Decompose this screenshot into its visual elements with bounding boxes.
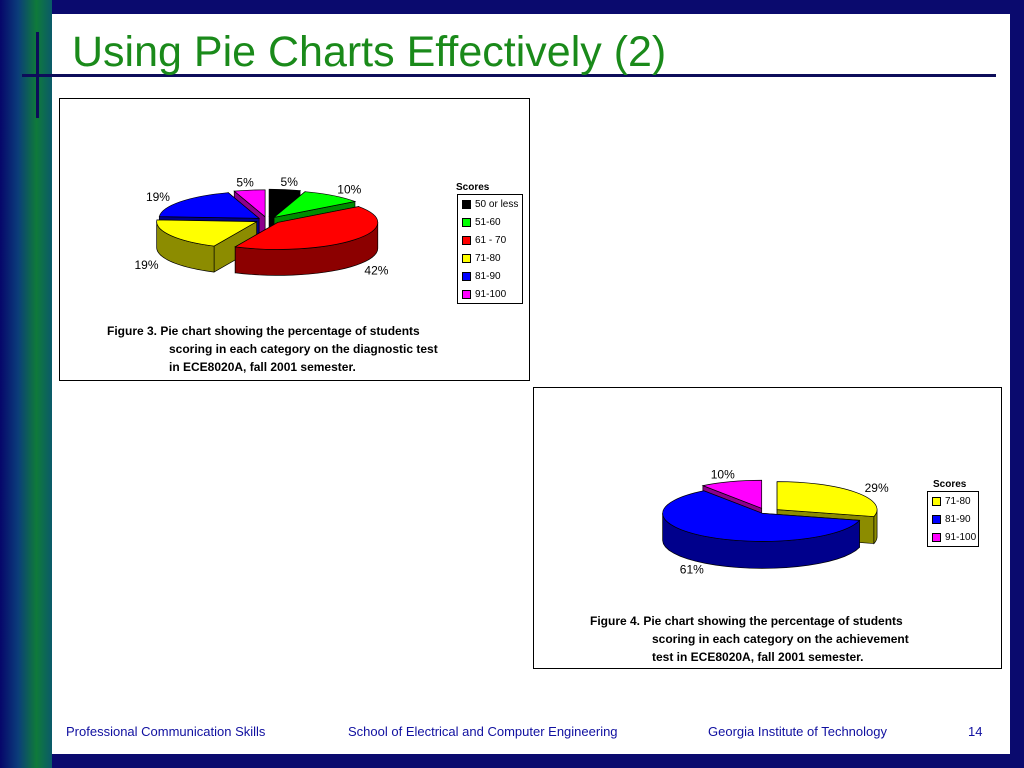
legend-swatch [462, 217, 471, 227]
figure-4-caption: Figure 4. Pie chart showing the percenta… [590, 612, 909, 666]
pie-data-label: 5% [281, 175, 299, 189]
pie-slice-4 [158, 192, 261, 219]
legend-item: 51-60 [458, 213, 522, 231]
legend-item: 71-80 [928, 492, 978, 510]
legend-label: 50 or less [475, 198, 519, 210]
pie-slice-0 [268, 188, 301, 218]
pie-slice-3 [156, 219, 258, 247]
legend-item: 81-90 [928, 510, 978, 528]
figure-4-legend: 71-80 81-90 91-100 [927, 491, 979, 547]
pie-slice-0 [776, 481, 878, 517]
figure-4-chart-box: 29% 61% 10% Scores 71-80 81-90 91-100 Figu… [533, 387, 1002, 669]
pie-slice-2 [701, 479, 763, 509]
figure-3-pie: 5% 10% 42% 19% 19% 5% [134, 175, 388, 277]
caption-line: scoring in each category on the achievem… [652, 632, 909, 646]
pie-data-label: 61% [680, 563, 704, 577]
pie-data-label: 10% [711, 468, 735, 482]
title-underline [22, 74, 996, 77]
legend-swatch [462, 271, 471, 281]
figure-3-legend-title: Scores [456, 182, 490, 193]
legend-item: 81-90 [458, 267, 522, 285]
footer-school-name: School of Electrical and Computer Engine… [348, 724, 618, 739]
legend-label: 71-80 [945, 495, 971, 507]
pie-data-label: 5% [236, 176, 254, 190]
footer-institute-name: Georgia Institute of Technology [708, 724, 887, 739]
legend-item: 61 - 70 [458, 231, 522, 249]
pie-data-label: 29% [865, 481, 889, 495]
figure-4-legend-title: Scores [933, 479, 967, 490]
frame-top-band [52, 0, 1024, 14]
frame-left-band [0, 0, 52, 768]
legend-label: 51-60 [475, 216, 501, 228]
pie-slice-1 [662, 490, 861, 542]
caption-line: Figure 3. Pie chart showing the percenta… [107, 324, 420, 338]
pie-slice-1 [273, 191, 357, 218]
frame-right-band [1010, 0, 1024, 768]
figure-4-pie: 29% 61% 10% [662, 468, 889, 577]
legend-label: 91-100 [945, 531, 977, 543]
figure-3-legend: 50 or less 51-60 61 - 70 71-80 81-90 91-… [457, 194, 523, 304]
legend-item: 71-80 [458, 249, 522, 267]
pie-slice-2 [234, 206, 379, 250]
legend-swatch [462, 289, 471, 299]
legend-label: 71-80 [475, 252, 501, 264]
legend-swatch [932, 532, 941, 542]
legend-swatch [932, 496, 941, 506]
footer-course-name: Professional Communication Skills [66, 724, 266, 739]
legend-label: 81-90 [475, 270, 501, 282]
legend-label: 61 - 70 [475, 234, 507, 246]
footer-page-number: 14 [968, 724, 983, 739]
legend-item: 91-100 [458, 285, 522, 303]
legend-item: 91-100 [928, 528, 978, 546]
pie-data-label: 10% [337, 182, 361, 196]
pie-data-label: 19% [146, 190, 170, 204]
pie-data-label: 19% [134, 258, 158, 272]
figure-3-caption: Figure 3. Pie chart showing the percenta… [107, 322, 438, 376]
legend-swatch [932, 514, 941, 524]
legend-swatch [462, 199, 471, 209]
pie-data-label: 42% [364, 263, 388, 277]
frame-bottom-band [52, 754, 1024, 768]
legend-swatch [462, 253, 471, 263]
pie-slice-5 [233, 189, 266, 218]
caption-line: test in ECE8020A, fall 2001 semester. [652, 650, 864, 664]
slide-title: Using Pie Charts Effectively (2) [72, 28, 667, 76]
figure-3-chart-box: 5% 10% 42% 19% 19% 5% Scores 50 or less 51-60… [59, 98, 530, 381]
legend-label: 81-90 [945, 513, 971, 525]
legend-swatch [462, 235, 471, 245]
caption-line: scoring in each category on the diagnost… [169, 342, 438, 356]
caption-line: Figure 4. Pie chart showing the percenta… [590, 614, 903, 628]
legend-item: 50 or less [458, 195, 522, 213]
legend-label: 91-100 [475, 288, 507, 300]
caption-line: in ECE8020A, fall 2001 semester. [169, 360, 356, 374]
